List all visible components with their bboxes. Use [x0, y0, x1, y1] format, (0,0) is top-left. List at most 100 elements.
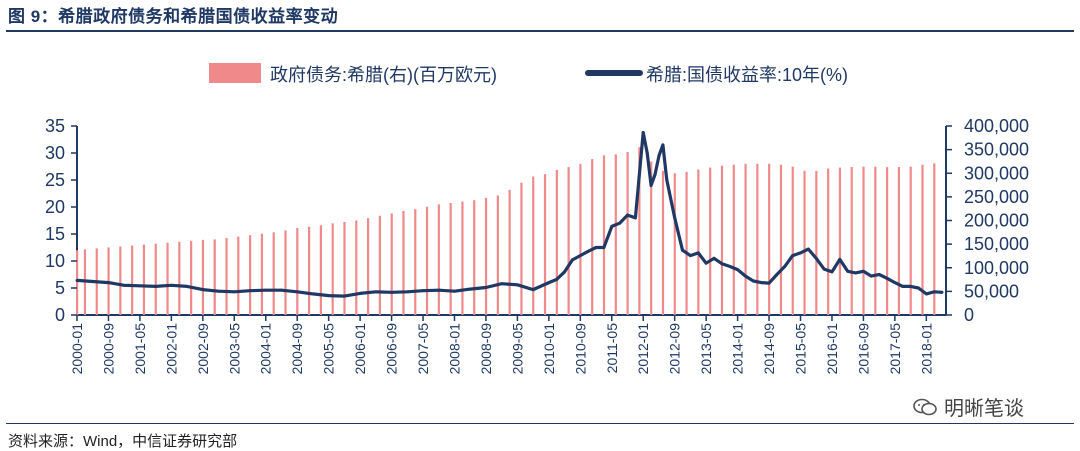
debt-bar — [249, 235, 252, 315]
yield-point — [712, 256, 716, 260]
title-divider — [6, 30, 1074, 32]
yield-point — [154, 284, 158, 288]
yield-line-group — [75, 130, 944, 298]
legend-swatch-debt — [209, 63, 261, 83]
yield-point — [437, 288, 441, 292]
y-right-tick-label: 100,000 — [964, 258, 1029, 278]
debt-bar — [756, 163, 759, 315]
debt-bar — [638, 147, 641, 315]
debt-bar — [131, 245, 134, 315]
debt-bar — [567, 167, 570, 315]
yield-point — [602, 246, 606, 249]
debt-bar — [190, 240, 193, 315]
x-tick-label: 2004-09 — [289, 323, 305, 375]
yield-point — [759, 281, 763, 284]
y-right-tick-label: 350,000 — [964, 140, 1029, 160]
y-axis-right-ticks: 0 50,000 100,000 150,000 200,000 250,000 300,0… — [946, 116, 1029, 325]
yield-point — [248, 289, 252, 293]
x-tick-label: 2008-09 — [478, 323, 494, 375]
yield-point — [295, 290, 299, 294]
yield-point — [869, 274, 873, 278]
debt-bar — [909, 166, 912, 315]
x-tick-label: 2000-09 — [100, 323, 116, 375]
y-left-tick-label: 25 — [45, 170, 65, 190]
debt-bar — [815, 170, 818, 315]
y-right-tick-label: 300,000 — [964, 163, 1029, 183]
yield-point — [138, 284, 142, 288]
yield-point — [917, 286, 920, 290]
yield-point — [681, 248, 684, 252]
x-tick-label: 2000-01 — [69, 323, 85, 375]
debt-bar — [307, 226, 311, 315]
yield-point — [232, 290, 236, 294]
yield-point — [767, 281, 771, 285]
x-tick-label: 2010-01 — [541, 323, 557, 375]
x-tick-label: 2007-05 — [415, 323, 431, 375]
yield-point — [374, 290, 378, 294]
debt-bar — [343, 221, 346, 315]
yield-point — [822, 267, 826, 271]
yield-point — [586, 249, 590, 253]
debt-bar — [237, 236, 240, 315]
yield-point — [846, 269, 850, 273]
debt-bar — [850, 167, 853, 315]
yield-point — [814, 256, 818, 260]
yield-point — [736, 268, 739, 272]
yield-point — [885, 276, 889, 280]
x-tick-label: 2012-09 — [667, 323, 683, 375]
yield-point — [75, 279, 79, 282]
debt-bar — [331, 223, 334, 315]
yield-point — [201, 288, 205, 292]
yield-point — [704, 261, 708, 265]
debt-bar — [119, 246, 122, 315]
yield-point — [649, 184, 653, 187]
x-tick-label: 2017-05 — [887, 323, 903, 375]
yield-point — [107, 281, 110, 284]
debt-bar — [178, 241, 181, 315]
debt-bar — [154, 243, 157, 315]
debt-bar — [390, 213, 393, 315]
debt-bar — [827, 168, 830, 315]
debt-bar — [626, 151, 629, 315]
yield-point — [720, 262, 724, 266]
debt-bars — [76, 147, 936, 315]
yield-point — [618, 221, 622, 225]
yield-point — [571, 258, 574, 262]
y-left-tick-label: 20 — [45, 197, 65, 217]
yield-point — [932, 290, 936, 294]
debt-bar — [661, 170, 665, 315]
y-left-tick-label: 0 — [55, 305, 65, 325]
yield-point — [633, 216, 637, 220]
yield-point — [327, 294, 331, 297]
yield-point — [217, 289, 220, 293]
chart-title: 图 9：希腊政府债务和希腊国债收益率变动 — [8, 7, 339, 26]
yield-point — [626, 213, 629, 217]
x-tick-label: 2003-05 — [226, 323, 242, 375]
wechat-icon — [913, 398, 937, 415]
debt-bar — [260, 233, 264, 315]
x-tick-label: 2004-01 — [258, 323, 274, 375]
yield-point — [696, 251, 700, 255]
yield-point — [264, 288, 268, 292]
debt-bar — [886, 167, 889, 315]
y-left-tick-label: 30 — [45, 143, 65, 163]
yield-point — [610, 225, 614, 228]
x-tick-label: 2006-09 — [384, 323, 400, 375]
yield-point — [877, 273, 881, 276]
yield-point — [484, 286, 488, 289]
watermark: 明晰笔谈 — [912, 392, 1024, 421]
x-tick-label: 2011-05 — [604, 323, 620, 374]
y-right-tick-label: 400,000 — [964, 116, 1029, 136]
x-tick-label: 2008-01 — [446, 323, 462, 375]
x-axis-ticks: 2000-01 2000-09 2001-05 2002-01 2002-09 2003-… — [69, 315, 934, 374]
yield-point — [578, 254, 582, 257]
yield-point — [555, 277, 559, 281]
yield-point — [311, 292, 315, 296]
yield-point — [909, 284, 913, 288]
watermark-text: 明晰笔谈 — [944, 398, 1024, 420]
debt-bar — [272, 232, 275, 315]
yield-point — [280, 288, 283, 292]
x-tick-label: 2005-05 — [321, 323, 337, 375]
yield-point — [515, 283, 519, 287]
